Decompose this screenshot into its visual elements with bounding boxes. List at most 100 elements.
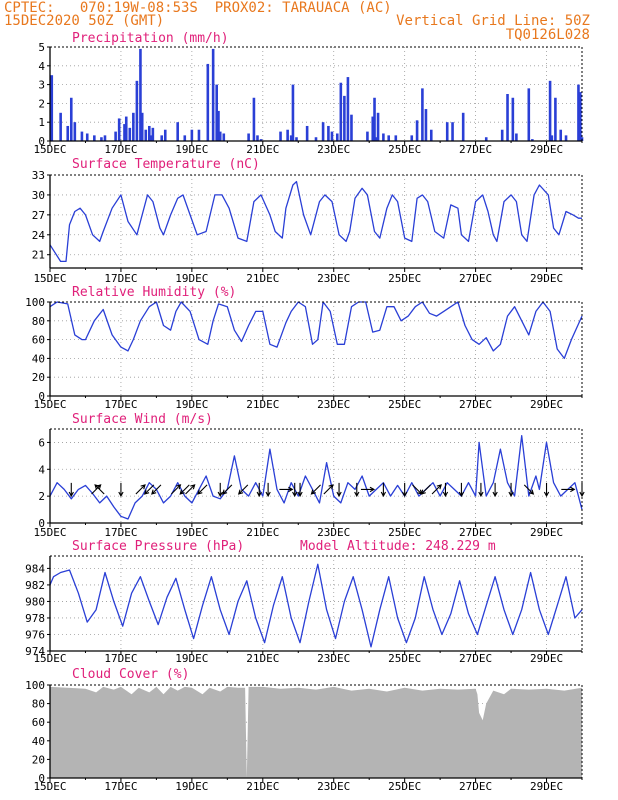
wind-arrow <box>197 484 208 495</box>
relative-humidity-ytick-label: 80 <box>32 315 45 328</box>
wind-arrow <box>279 486 294 493</box>
precipitation-mm-h-bar <box>66 125 70 141</box>
cloud-cover-ytick-label: 100 <box>25 679 45 692</box>
precipitation-mm-h-bar <box>548 80 552 141</box>
surface-temperature-nc-xtick-label: 21DEC <box>246 272 279 285</box>
surface-pressure-hpa-ytick-label: 978 <box>25 612 45 625</box>
relative-humidity-ytick-label: 0 <box>38 390 45 403</box>
precipitation-mm-h-bar <box>148 125 151 141</box>
surface-pressure-hpa-line <box>49 563 583 648</box>
cloud-cover-ytick-label: 60 <box>32 716 45 729</box>
wind-arrow <box>94 484 105 495</box>
surface-temperature-nc-xtick-label: 17DEC <box>104 272 137 285</box>
precipitation-mm-h-bar <box>339 82 343 141</box>
surface-temperature-nc-ytick-label: 27 <box>32 209 45 222</box>
precipitation-mm-h-xtick-label: 21DEC <box>246 143 279 156</box>
precipitation-mm-h-bar <box>387 135 391 141</box>
surface-pressure-hpa-xtick-label: 17DEC <box>104 652 137 665</box>
precipitation-mm-h-bar <box>135 80 139 141</box>
wind-arrow <box>543 482 550 498</box>
precipitation-mm-h-bar <box>144 129 148 141</box>
surface-pressure-hpa-ytick-label: 984 <box>25 562 45 575</box>
surface-temperature-nc-xtick-label: 23DEC <box>317 272 350 285</box>
precipitation-mm-h-xtick-label: 25DEC <box>388 143 421 156</box>
relative-humidity-xtick-label: 15DEC <box>33 398 66 411</box>
precipitation-mm-h-bar <box>197 129 201 141</box>
precipitation-mm-h-bar <box>445 122 449 141</box>
precipitation-mm-h-bar <box>424 109 428 141</box>
surface-wind-m-s-xtick-label: 17DEC <box>104 526 137 539</box>
precipitation-mm-h-bar <box>554 97 557 141</box>
surface-wind-m-s-line <box>49 435 583 520</box>
precipitation-mm-h-xtick-label: 19DEC <box>175 143 208 156</box>
precipitation-mm-h-ytick-label: 5 <box>38 41 45 54</box>
wind-arrow <box>442 482 449 498</box>
relative-humidity-xtick-label: 25DEC <box>388 398 421 411</box>
precipitation-mm-h-bar <box>132 112 135 141</box>
surface-temperature-nc-ytick-label: 33 <box>32 169 45 182</box>
precipitation-mm-h-bar <box>314 137 318 141</box>
precipitation-mm-h-title: Precipitation (mm/h) <box>72 31 229 46</box>
precipitation-mm-h-bar <box>279 131 282 141</box>
precipitation-mm-h-bar <box>376 112 380 141</box>
precipitation-mm-h-bar <box>515 133 518 141</box>
precipitation-mm-h-bar <box>85 133 89 141</box>
precipitation-mm-h-bar <box>305 125 309 141</box>
precipitation-mm-h-bar <box>218 131 222 141</box>
surface-wind-m-s-xtick-label: 19DEC <box>175 526 208 539</box>
precipitation-mm-h-bar <box>206 63 210 141</box>
precipitation-mm-h-bar <box>346 77 350 141</box>
wind-arrow <box>118 482 124 498</box>
wind-arrow <box>336 482 342 498</box>
precipitation-mm-h-bar <box>374 137 378 141</box>
wind-arrow <box>354 482 360 498</box>
cloud-cover-xtick-label: 21DEC <box>246 780 279 793</box>
precipitation-mm-h-bar <box>330 131 334 141</box>
precipitation-mm-h-xtick-label: 15DEC <box>33 143 66 156</box>
surface-wind-m-s-xtick-label: 29DEC <box>530 526 563 539</box>
relative-humidity-title: Relative Humidity (%) <box>72 285 236 300</box>
wind-arrow <box>310 484 321 495</box>
precipitation-mm-h-bar <box>350 114 353 141</box>
wind-arrow <box>508 482 514 498</box>
precipitation-mm-h-bar <box>114 131 117 141</box>
precipitation-mm-h-bar <box>366 131 369 141</box>
precipitation-mm-h-ytick-label: 4 <box>38 60 45 73</box>
precipitation-mm-h-bar <box>506 94 509 141</box>
precipitation-mm-h-bar <box>128 127 132 141</box>
wind-arrow <box>256 482 262 498</box>
wind-arrow <box>179 484 190 495</box>
surface-wind-m-s-xtick-label: 27DEC <box>459 526 492 539</box>
precipitation-mm-h-bar <box>73 122 77 141</box>
precipitation-mm-h-bar <box>140 112 144 141</box>
precipitation-mm-h-bar <box>69 97 73 141</box>
precipitation-mm-h-ytick-label: 1 <box>38 116 45 129</box>
surface-temperature-nc-xtick-label: 15DEC <box>33 272 66 285</box>
precipitation-mm-h-xtick-label: 23DEC <box>317 143 350 156</box>
wind-arrow <box>380 482 387 498</box>
surface-wind-m-s-xtick-label: 23DEC <box>317 526 350 539</box>
precipitation-mm-h-bar <box>527 88 531 141</box>
precipitation-mm-h-bar <box>564 135 568 141</box>
precipitation-mm-h-ytick-label: 2 <box>38 97 45 110</box>
precipitation-mm-h-ytick-label: 3 <box>38 79 45 92</box>
precipitation-mm-h-bar <box>289 135 293 141</box>
precipitation-mm-h-bar <box>531 139 534 141</box>
surface-temperature-nc-ytick-label: 24 <box>32 229 46 242</box>
surface-wind-m-s-ytick-label: 4 <box>38 463 45 476</box>
precipitation-mm-h-bar <box>211 48 215 141</box>
cloud-cover-ytick-label: 20 <box>32 753 45 766</box>
cloud-cover-xtick-label: 17DEC <box>104 780 137 793</box>
relative-humidity-ytick-label: 60 <box>32 334 45 347</box>
precipitation-mm-h-bar <box>335 133 339 141</box>
relative-humidity-xtick-label: 29DEC <box>530 398 563 411</box>
precipitation-mm-h-bar <box>429 129 433 141</box>
cloud-cover-xtick-label: 23DEC <box>317 780 350 793</box>
precipitation-mm-h-bar <box>160 135 164 141</box>
precipitation-mm-h-bar <box>103 135 107 141</box>
precipitation-mm-h-bar <box>421 88 424 141</box>
wind-arrow <box>478 482 484 498</box>
precipitation-mm-h-bar <box>382 133 385 141</box>
precipitation-mm-h-xtick-label: 17DEC <box>104 143 137 156</box>
precipitation-mm-h-bar <box>190 129 194 141</box>
